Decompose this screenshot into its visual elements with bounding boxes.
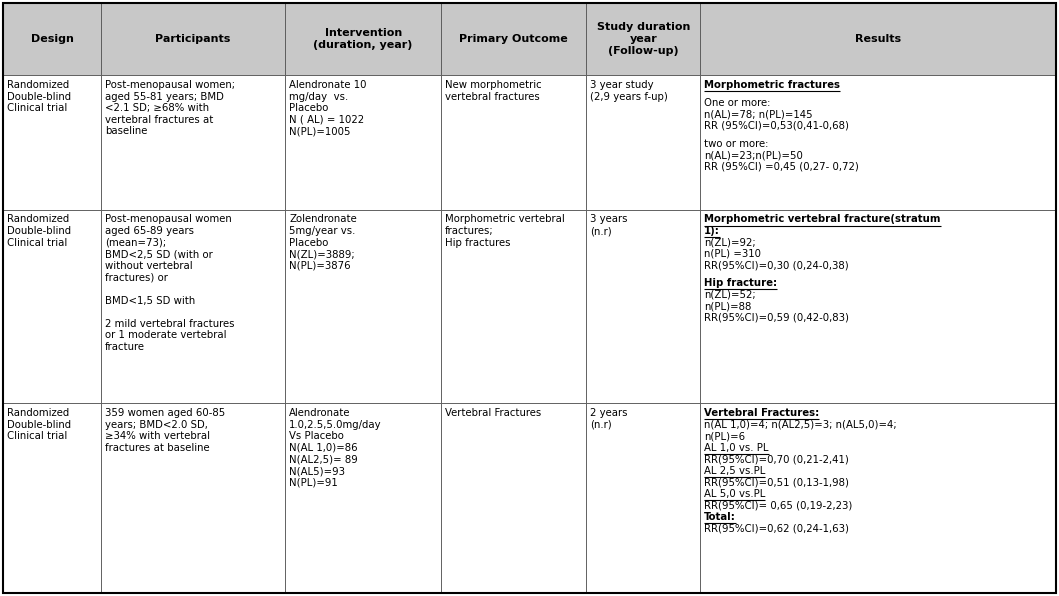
Bar — [700, 210, 1056, 403]
Bar — [101, 403, 285, 593]
Text: RR (95%CI)=0,53(0,41-0,68): RR (95%CI)=0,53(0,41-0,68) — [704, 121, 849, 131]
Text: n(ZL)=92;: n(ZL)=92; — [704, 237, 756, 247]
Text: Hip fracture:: Hip fracture: — [704, 278, 777, 288]
Bar — [3, 403, 101, 593]
Text: Post-menopausal women
aged 65-89 years
(mean=73);
BMD<2,5 SD (with or
without ve: Post-menopausal women aged 65-89 years (… — [105, 215, 234, 352]
Bar — [285, 3, 441, 75]
Text: Morphometric vertebral fracture(stratum: Morphometric vertebral fracture(stratum — [704, 215, 940, 225]
Text: Alendronate
1.0,2.5,5.0mg/day
Vs Placebo
N(AL 1,0)=86
N(AL2,5)= 89
N(AL5)=93
N(P: Alendronate 1.0,2.5,5.0mg/day Vs Placebo… — [289, 408, 382, 488]
Bar — [3, 75, 101, 210]
Text: Alendronate 10
mg/day  vs.
Placebo
N ( AL) = 1022
N(PL)=1005: Alendronate 10 mg/day vs. Placebo N ( AL… — [289, 80, 366, 136]
Text: RR(95%CI)=0,70 (0,21-2,41): RR(95%CI)=0,70 (0,21-2,41) — [704, 454, 849, 464]
Bar — [700, 75, 1056, 210]
Bar — [587, 210, 700, 403]
Bar — [285, 75, 441, 210]
Text: Participants: Participants — [156, 34, 231, 44]
Bar — [285, 210, 441, 403]
Text: AL 5,0 vs.PL: AL 5,0 vs.PL — [704, 489, 766, 498]
Bar — [587, 75, 700, 210]
Text: Vertebral Fractures: Vertebral Fractures — [445, 408, 541, 418]
Text: Intervention
(duration, year): Intervention (duration, year) — [313, 28, 413, 50]
Text: Study duration
year
(Follow-up): Study duration year (Follow-up) — [596, 23, 689, 55]
Text: Randomized
Double-blind
Clinical trial: Randomized Double-blind Clinical trial — [7, 408, 71, 441]
Bar — [587, 403, 700, 593]
Text: Total:: Total: — [704, 511, 736, 522]
Bar — [3, 210, 101, 403]
Text: 2 years
(n.r): 2 years (n.r) — [590, 408, 628, 430]
Bar — [101, 210, 285, 403]
Text: n(AL)=23;n(PL)=50: n(AL)=23;n(PL)=50 — [704, 150, 803, 160]
Text: Primary Outcome: Primary Outcome — [460, 34, 568, 44]
Text: Randomized
Double-blind
Clinical trial: Randomized Double-blind Clinical trial — [7, 215, 71, 248]
Text: RR(95%CI)= 0,65 (0,19-2,23): RR(95%CI)= 0,65 (0,19-2,23) — [704, 500, 852, 510]
Text: 3 years
(n.r): 3 years (n.r) — [590, 215, 628, 236]
Bar — [441, 3, 587, 75]
Bar — [101, 75, 285, 210]
Text: RR (95%CI) =0,45 (0,27- 0,72): RR (95%CI) =0,45 (0,27- 0,72) — [704, 162, 859, 172]
Text: n(PL)=88: n(PL)=88 — [704, 302, 752, 311]
Text: AL 1,0 vs. PL: AL 1,0 vs. PL — [704, 442, 769, 452]
Text: New morphometric
vertebral fractures: New morphometric vertebral fractures — [445, 80, 541, 101]
Text: Morphometric fractures: Morphometric fractures — [704, 80, 840, 90]
Text: RR(95%CI)=0,51 (0,13-1,98): RR(95%CI)=0,51 (0,13-1,98) — [704, 477, 849, 487]
Text: n(PL) =310: n(PL) =310 — [704, 249, 761, 259]
Bar — [3, 3, 101, 75]
Text: n(ZL)=52;: n(ZL)=52; — [704, 290, 756, 300]
Text: 1):: 1): — [704, 226, 720, 236]
Text: Randomized
Double-blind
Clinical trial: Randomized Double-blind Clinical trial — [7, 80, 71, 113]
Text: Post-menopausal women;
aged 55-81 years; BMD
<2.1 SD; ≥68% with
vertebral fractu: Post-menopausal women; aged 55-81 years;… — [105, 80, 235, 136]
Bar — [285, 403, 441, 593]
Bar — [700, 403, 1056, 593]
Text: 3 year study
(2,9 years f-up): 3 year study (2,9 years f-up) — [590, 80, 668, 101]
Text: AL 2,5 vs.PL: AL 2,5 vs.PL — [704, 465, 766, 476]
Bar — [441, 403, 587, 593]
Text: 359 women aged 60-85
years; BMD<2.0 SD,
≥34% with vertebral
fractures at baselin: 359 women aged 60-85 years; BMD<2.0 SD, … — [105, 408, 226, 453]
Bar — [700, 3, 1056, 75]
Text: Zolendronate
5mg/year vs.
Placebo
N(ZL)=3889;
N(PL)=3876: Zolendronate 5mg/year vs. Placebo N(ZL)=… — [289, 215, 357, 271]
Text: Design: Design — [31, 34, 73, 44]
Text: n(AL)=78; n(PL)=145: n(AL)=78; n(PL)=145 — [704, 109, 812, 119]
Text: RR(95%CI)=0,62 (0,24-1,63): RR(95%CI)=0,62 (0,24-1,63) — [704, 523, 849, 533]
Text: Morphometric vertebral
fractures;
Hip fractures: Morphometric vertebral fractures; Hip fr… — [445, 215, 564, 248]
Text: Vertebral Fractures:: Vertebral Fractures: — [704, 408, 820, 418]
Text: Results: Results — [855, 34, 901, 44]
Text: RR(95%CI)=0,59 (0,42-0,83): RR(95%CI)=0,59 (0,42-0,83) — [704, 313, 849, 323]
Bar — [441, 210, 587, 403]
Text: One or more:: One or more: — [704, 98, 771, 108]
Text: n(AL 1,0)=4; n(AL2,5)=3; n(AL5,0)=4;: n(AL 1,0)=4; n(AL2,5)=3; n(AL5,0)=4; — [704, 420, 897, 430]
Text: two or more:: two or more: — [704, 139, 769, 148]
Text: RR(95%CI)=0,30 (0,24-0,38): RR(95%CI)=0,30 (0,24-0,38) — [704, 260, 849, 271]
Text: n(PL)=6: n(PL)=6 — [704, 431, 746, 441]
Bar — [441, 75, 587, 210]
Bar — [101, 3, 285, 75]
Bar — [587, 3, 700, 75]
